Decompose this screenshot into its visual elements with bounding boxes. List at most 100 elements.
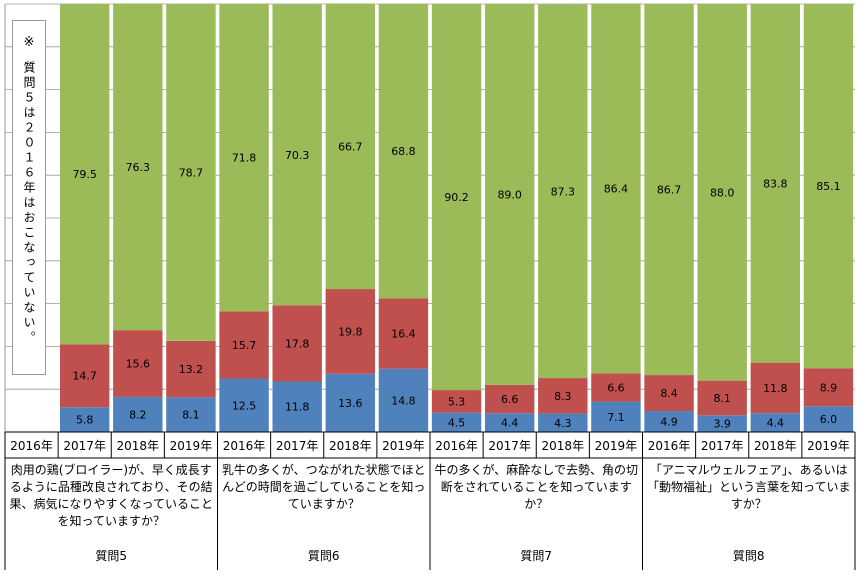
x-axis: 2016年 2017年 2018年 2019年 2016年 2017年 2018年 2019年…	[4, 431, 856, 570]
bar-segment-low	[166, 397, 216, 432]
bar-segment-high	[750, 4, 801, 363]
data-label-low: 4.5	[448, 416, 466, 429]
data-label-high: 71.8	[232, 152, 257, 165]
data-label-low: 7.1	[607, 411, 625, 424]
bar-segment-low	[325, 373, 376, 432]
bar-segment-high	[325, 3, 376, 290]
data-label-low: 4.9	[660, 416, 678, 429]
year-tick-label: 2016年	[10, 439, 53, 453]
bar-segment-low	[644, 411, 694, 432]
bar-segment-mid	[113, 330, 163, 397]
bar-segment-low	[803, 406, 854, 432]
year-tick-label: 2017年	[701, 439, 744, 453]
data-label-mid: 6.6	[607, 381, 625, 394]
bar-segment-mid	[272, 305, 322, 382]
bars	[59, 3, 854, 432]
bar-segment-high	[219, 4, 269, 312]
question-label: 質問8	[732, 549, 765, 563]
bar-segment-mid	[166, 340, 216, 398]
bar-segment-mid	[538, 378, 588, 414]
bar-segment-low	[272, 381, 322, 432]
data-label-low: 5.8	[76, 414, 94, 427]
data-label-mid: 16.4	[391, 328, 416, 341]
question-label: 質問5	[95, 549, 128, 563]
year-tick-label: 2018年	[754, 439, 797, 453]
data-label-low: 4.4	[767, 417, 785, 430]
bar-segment-mid	[697, 380, 747, 416]
bar-segment-low	[697, 415, 747, 432]
data-label-high: 68.8	[391, 145, 416, 158]
data-label-mid: 19.8	[338, 325, 363, 338]
data-label-low: 4.4	[501, 417, 519, 430]
data-label-low: 8.2	[129, 408, 147, 421]
data-label-mid: 15.7	[232, 339, 257, 352]
bar-segment-high	[591, 3, 641, 374]
bar-segment-high	[378, 4, 429, 299]
year-tick-label: 2016年	[223, 439, 266, 453]
bar-segment-high	[272, 4, 322, 306]
year-tick-label: 2017年	[488, 439, 531, 453]
data-label-low: 3.9	[713, 418, 731, 431]
bar-segment-low	[750, 413, 801, 432]
data-label-high: 90.2	[444, 191, 469, 204]
note-text: 質問５は２０１６年はおこなっていない。	[22, 61, 36, 346]
data-label-high: 78.7	[179, 166, 204, 179]
bar-segment-mid	[644, 375, 694, 412]
data-label-high: 86.7	[657, 184, 682, 197]
bar-segment-low	[378, 368, 429, 432]
bar-segment-mid	[325, 289, 376, 374]
bar-segment-high	[431, 4, 482, 391]
data-label-low: 6.0	[820, 413, 838, 426]
bar-segment-high	[538, 4, 588, 379]
data-label-mid: 8.4	[660, 387, 678, 400]
data-label-high: 66.7	[338, 140, 363, 153]
note-box: ※ 質問５は２０１６年はおこなっていない。	[12, 20, 46, 375]
year-tick-label: 2016年	[435, 439, 478, 453]
data-label-mid: 6.6	[501, 393, 519, 406]
data-label-low: 13.6	[338, 397, 363, 410]
bar-segment-low	[59, 407, 110, 432]
year-tick-label: 2018年	[117, 439, 160, 453]
data-label-mid: 8.1	[713, 392, 731, 405]
bar-segment-mid	[750, 362, 801, 414]
data-label-low: 4.3	[554, 417, 572, 430]
bar-segment-low	[484, 413, 535, 432]
data-label-mid: 8.9	[820, 381, 838, 394]
data-label-mid: 11.8	[763, 382, 788, 395]
data-label-low: 14.8	[391, 394, 416, 407]
data-label-mid: 13.2	[179, 363, 204, 376]
year-tick-label: 2019年	[170, 439, 213, 453]
question-label: 質問7	[520, 549, 553, 563]
year-tick-label: 2016年	[648, 439, 691, 453]
data-label-high: 85.1	[816, 180, 841, 193]
bar-segment-mid	[378, 298, 429, 369]
bar-segment-low	[113, 396, 163, 432]
bar-segment-high	[113, 3, 163, 331]
data-label-mid: 5.3	[448, 395, 466, 408]
year-tick-label: 2017年	[276, 439, 319, 453]
year-tick-label: 2017年	[63, 439, 106, 453]
question-description: 「アニマルウェルフェア」、あるいは「動物福祉」という言葉を知っていますか？	[647, 463, 851, 511]
bar-segment-mid	[431, 390, 482, 413]
data-label-mid: 15.6	[126, 358, 151, 371]
question-description: 牛の多くが、麻酔なしで去勢、角の切断をされていることを知っていますか？	[434, 463, 638, 511]
bar-segment-mid	[484, 384, 535, 414]
year-tick-label: 2019年	[595, 439, 638, 453]
bar-segment-low	[591, 401, 641, 432]
bar-segment-mid	[803, 368, 854, 407]
data-label-high: 76.3	[126, 161, 151, 174]
data-label-high: 86.4	[604, 182, 629, 195]
bar-segment-mid	[59, 344, 110, 408]
note-mark: ※	[23, 35, 35, 50]
question-description: 乳牛の多くが、つながれた状態でほとんどの時間を過ごしていることを知っていますか？	[221, 463, 426, 511]
year-tick-label: 2018年	[542, 439, 585, 453]
year-tick-label: 2019年	[807, 439, 850, 453]
data-labels: 5.8 14.7 79.5 8.2 15.6 76.3 8.1 13.2 78.7 12.5 15.…	[72, 140, 840, 430]
data-label-high: 83.8	[763, 177, 788, 190]
data-label-high: 87.3	[551, 185, 576, 198]
data-label-low: 12.5	[232, 399, 257, 412]
question-label: 質問6	[307, 549, 340, 563]
bar-segment-high	[166, 4, 216, 341]
bar-segment-high	[59, 4, 110, 345]
